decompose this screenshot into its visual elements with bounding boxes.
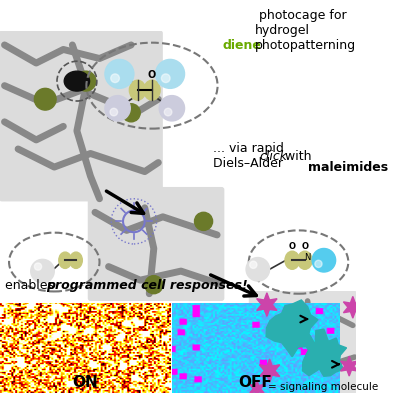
Circle shape — [105, 60, 134, 88]
Ellipse shape — [64, 71, 89, 91]
Circle shape — [34, 263, 42, 270]
Ellipse shape — [129, 80, 146, 100]
Text: click: click — [260, 150, 288, 163]
Circle shape — [315, 260, 322, 268]
Circle shape — [34, 88, 56, 110]
Circle shape — [164, 108, 172, 116]
Circle shape — [272, 344, 288, 361]
Text: ON: ON — [72, 375, 98, 390]
Circle shape — [312, 248, 336, 272]
Circle shape — [246, 258, 269, 281]
Text: enables: enables — [4, 279, 58, 292]
Text: OFF: OFF — [238, 375, 272, 390]
Circle shape — [111, 74, 119, 82]
Text: = signaling molecule: = signaling molecule — [268, 382, 378, 392]
Text: N: N — [305, 253, 311, 262]
Polygon shape — [340, 356, 358, 376]
Circle shape — [250, 261, 257, 268]
FancyBboxPatch shape — [0, 30, 163, 202]
Text: programmed cell responses!: programmed cell responses! — [46, 279, 248, 292]
Text: O: O — [148, 70, 156, 80]
Circle shape — [159, 96, 184, 121]
Circle shape — [105, 96, 130, 121]
Ellipse shape — [297, 251, 312, 269]
Text: photocage for
hydrogel
photopatterning: photocage for hydrogel photopatterning — [255, 10, 356, 52]
Text: with: with — [285, 135, 316, 163]
FancyBboxPatch shape — [249, 291, 357, 396]
Circle shape — [162, 74, 170, 82]
Polygon shape — [266, 300, 318, 357]
Circle shape — [316, 304, 332, 320]
Ellipse shape — [59, 252, 71, 268]
Polygon shape — [257, 293, 277, 316]
Polygon shape — [259, 359, 280, 382]
Text: maleimides: maleimides — [308, 161, 388, 174]
Circle shape — [76, 71, 96, 91]
Circle shape — [156, 60, 184, 88]
Polygon shape — [302, 329, 347, 376]
FancyBboxPatch shape — [88, 187, 224, 301]
Text: diene: diene — [223, 40, 262, 52]
Ellipse shape — [285, 251, 299, 269]
Polygon shape — [250, 380, 264, 397]
Ellipse shape — [70, 252, 82, 268]
Text: ... via rapid
Diels–Alder: ... via rapid Diels–Alder — [213, 142, 286, 170]
Polygon shape — [344, 296, 362, 318]
Circle shape — [122, 104, 140, 122]
Circle shape — [195, 212, 213, 230]
Circle shape — [31, 259, 54, 283]
Text: O: O — [301, 242, 309, 251]
Circle shape — [110, 108, 117, 116]
Circle shape — [145, 276, 163, 294]
Ellipse shape — [144, 80, 160, 100]
Text: O: O — [289, 242, 296, 251]
